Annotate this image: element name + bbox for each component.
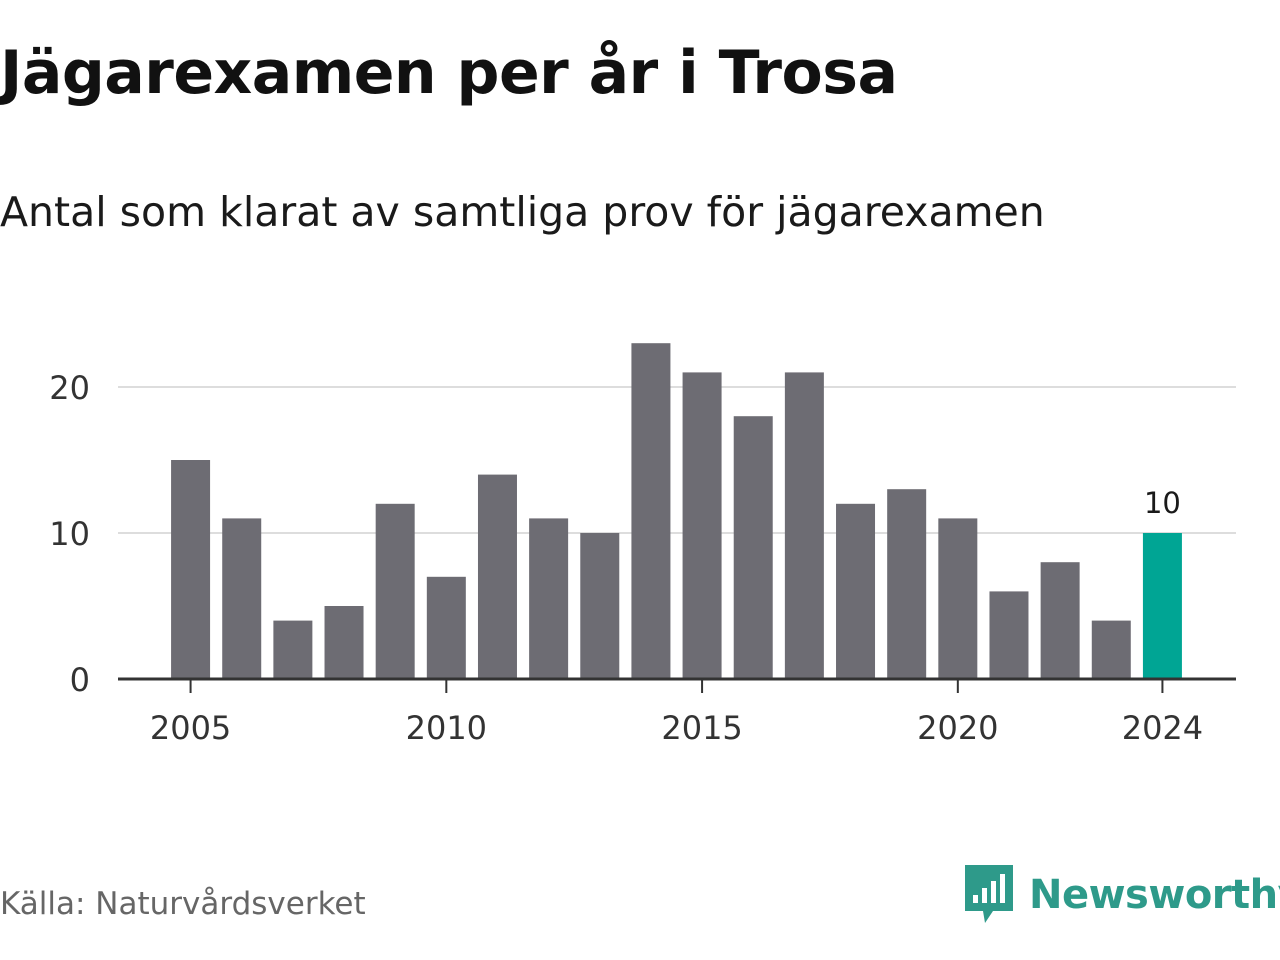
bar-2013 bbox=[580, 533, 620, 679]
bar-2018 bbox=[836, 503, 876, 679]
x-tick-label: 2005 bbox=[150, 709, 231, 747]
bar-2015 bbox=[682, 372, 722, 679]
bar-2008 bbox=[324, 606, 364, 679]
y-tick-label: 0 bbox=[70, 661, 90, 699]
bar-2014 bbox=[631, 343, 671, 679]
bar-2007 bbox=[273, 620, 313, 679]
bar-2012 bbox=[529, 518, 569, 679]
bar-2019 bbox=[887, 489, 927, 679]
x-tick-label: 2020 bbox=[917, 709, 998, 747]
chart-subtitle: Antal som klarat av samtliga prov för jä… bbox=[0, 188, 1045, 236]
x-tick-label: 2015 bbox=[661, 709, 742, 747]
x-tick-label: 2010 bbox=[406, 709, 487, 747]
bar-2016 bbox=[733, 416, 773, 679]
bar-2011 bbox=[477, 474, 517, 679]
source-text: Källa: Naturvårdsverket bbox=[0, 886, 366, 922]
axes: 0 10 20 2005 2010 2015 2020 2024 bbox=[49, 369, 1236, 747]
bars bbox=[171, 343, 1182, 679]
y-tick-label: 10 bbox=[49, 515, 90, 553]
bar-2024 bbox=[1142, 533, 1182, 679]
bar-2005 bbox=[171, 460, 211, 679]
bar-2023 bbox=[1091, 620, 1131, 679]
bar-2006 bbox=[222, 518, 262, 679]
brand-name: Newsworthy bbox=[1029, 872, 1280, 918]
newsworthy-logo-icon bbox=[965, 865, 1013, 923]
bar-2020 bbox=[938, 518, 978, 679]
bar-2021 bbox=[989, 591, 1029, 679]
data-labels: 10 bbox=[1144, 486, 1181, 520]
bar-2010 bbox=[426, 576, 466, 679]
bar-2022 bbox=[1040, 562, 1080, 679]
chart-title: Jägarexamen per år i Trosa bbox=[0, 38, 898, 108]
data-label: 10 bbox=[1144, 486, 1181, 520]
y-tick-label: 20 bbox=[49, 369, 90, 407]
x-tick-label: 2024 bbox=[1122, 709, 1203, 747]
bar-2009 bbox=[375, 503, 415, 679]
bar-2017 bbox=[784, 372, 824, 679]
brand-logo: Newsworthy bbox=[963, 862, 1280, 928]
gridlines bbox=[118, 386, 1236, 534]
